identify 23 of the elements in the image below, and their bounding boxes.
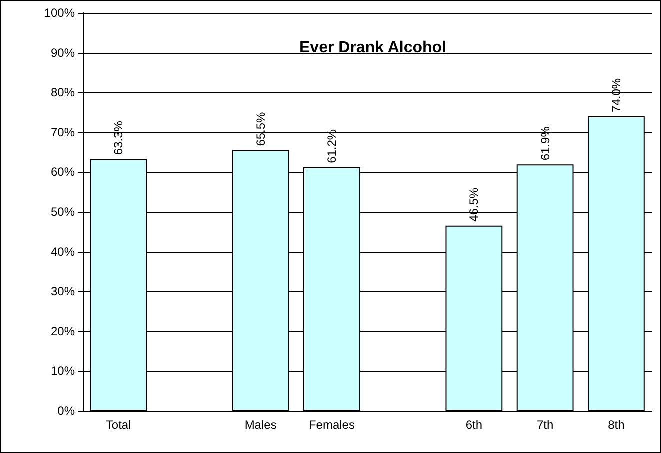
data-label: 46.5% xyxy=(467,188,482,222)
text: Ever Drank Alcohol xyxy=(299,40,447,56)
y-tick-label: 30% xyxy=(50,284,76,299)
y-tick-label: 40% xyxy=(50,244,76,259)
data-label: 61.9% xyxy=(538,126,552,161)
data-label: 63.3% xyxy=(112,120,126,156)
y-tick-label: 50% xyxy=(50,205,76,219)
y-tick-label: 80% xyxy=(50,86,76,100)
y-tick-label: 10% xyxy=(50,364,76,378)
y-tick-label: 20% xyxy=(50,324,76,338)
x-tick-label: Total xyxy=(106,418,132,432)
x-tick-label: Males xyxy=(244,418,277,432)
data-label: 65.5% xyxy=(254,112,268,146)
y-tick-label: 0% xyxy=(58,404,76,418)
x-tick-label: 7th xyxy=(536,418,554,432)
x-tick-label: 8th xyxy=(608,418,625,432)
x-tick-label: Females xyxy=(308,418,355,432)
y-tick-label: 60% xyxy=(50,165,76,180)
y-tick-label: 100% xyxy=(44,6,76,20)
data-label: 74.0% xyxy=(609,78,624,112)
y-tick-label: 90% xyxy=(50,46,76,60)
y-tick-label: 70% xyxy=(50,125,76,140)
x-tick-label: 6th xyxy=(466,418,483,432)
